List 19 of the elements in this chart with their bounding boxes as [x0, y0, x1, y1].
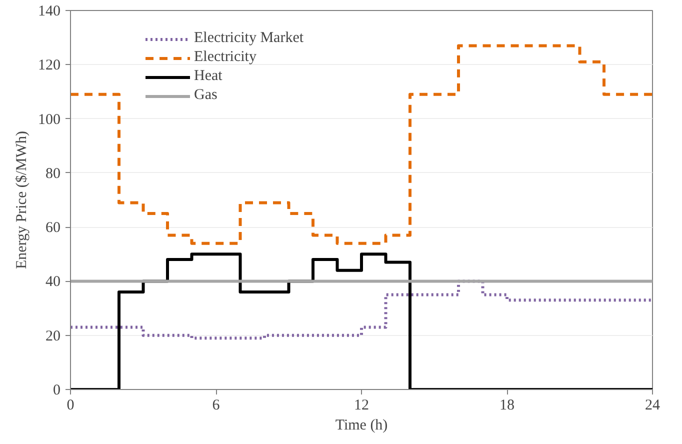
x-axis-title: Time (h) [335, 418, 388, 434]
x-tick-label: 18 [500, 398, 514, 414]
y-tick-label: 100 [38, 112, 60, 128]
y-tick-label: 60 [46, 220, 60, 236]
x-tick-label: 6 [212, 398, 220, 414]
legend-label: Gas [194, 87, 218, 104]
y-axis-title: Energy Price ($/MWh) [14, 130, 30, 270]
y-tick-label: 40 [46, 274, 60, 290]
y-tick-label: 20 [46, 328, 60, 344]
y-tick-label: 80 [46, 166, 60, 182]
legend-label: Electricity [194, 49, 256, 66]
x-tick-label: 0 [66, 398, 74, 414]
y-tick-label: 140 [38, 4, 60, 20]
legend-label: Heat [194, 68, 222, 85]
legend-label: Electricity Market [194, 30, 304, 47]
x-tick-label: 12 [354, 398, 369, 414]
x-tick-label: 24 [645, 398, 660, 414]
y-tick-label: 120 [38, 58, 60, 74]
y-tick-label: 0 [53, 382, 60, 398]
